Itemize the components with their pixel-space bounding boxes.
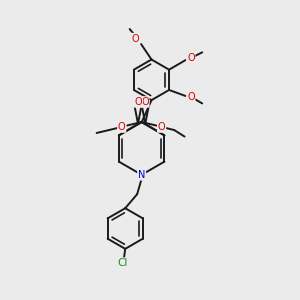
Text: N: N (138, 170, 145, 180)
Text: O: O (158, 122, 165, 132)
Text: O: O (134, 97, 142, 107)
Text: O: O (187, 53, 195, 63)
Text: O: O (187, 92, 195, 102)
Text: O: O (141, 97, 149, 107)
Text: O: O (118, 122, 125, 132)
Text: Cl: Cl (117, 258, 128, 268)
Text: O: O (132, 34, 140, 44)
